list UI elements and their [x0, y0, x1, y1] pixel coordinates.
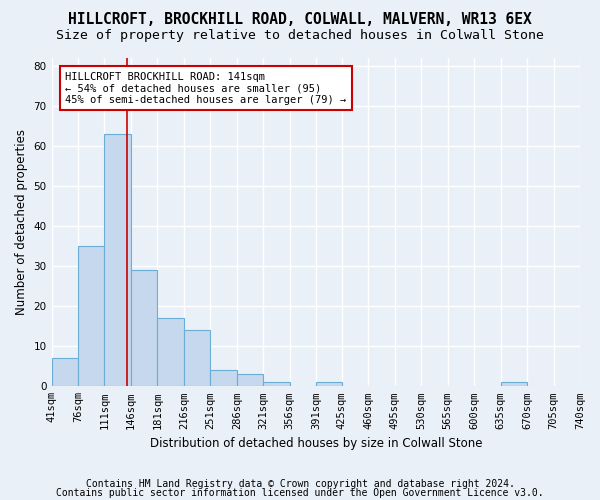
Bar — [316, 382, 342, 386]
Text: Contains HM Land Registry data © Crown copyright and database right 2024.: Contains HM Land Registry data © Crown c… — [86, 479, 514, 489]
Text: Contains public sector information licensed under the Open Government Licence v3: Contains public sector information licen… — [56, 488, 544, 498]
Bar — [78, 246, 104, 386]
Bar — [131, 270, 157, 386]
Bar — [211, 370, 237, 386]
X-axis label: Distribution of detached houses by size in Colwall Stone: Distribution of detached houses by size … — [149, 437, 482, 450]
Text: HILLCROFT BROCKHILL ROAD: 141sqm
← 54% of detached houses are smaller (95)
45% o: HILLCROFT BROCKHILL ROAD: 141sqm ← 54% o… — [65, 72, 346, 104]
Bar — [52, 358, 78, 386]
Bar — [104, 134, 131, 386]
Bar — [263, 382, 290, 386]
Y-axis label: Number of detached properties: Number of detached properties — [15, 129, 28, 315]
Bar — [237, 374, 263, 386]
Bar — [184, 330, 211, 386]
Bar — [500, 382, 527, 386]
Text: HILLCROFT, BROCKHILL ROAD, COLWALL, MALVERN, WR13 6EX: HILLCROFT, BROCKHILL ROAD, COLWALL, MALV… — [68, 12, 532, 28]
Text: Size of property relative to detached houses in Colwall Stone: Size of property relative to detached ho… — [56, 29, 544, 42]
Bar — [157, 318, 184, 386]
